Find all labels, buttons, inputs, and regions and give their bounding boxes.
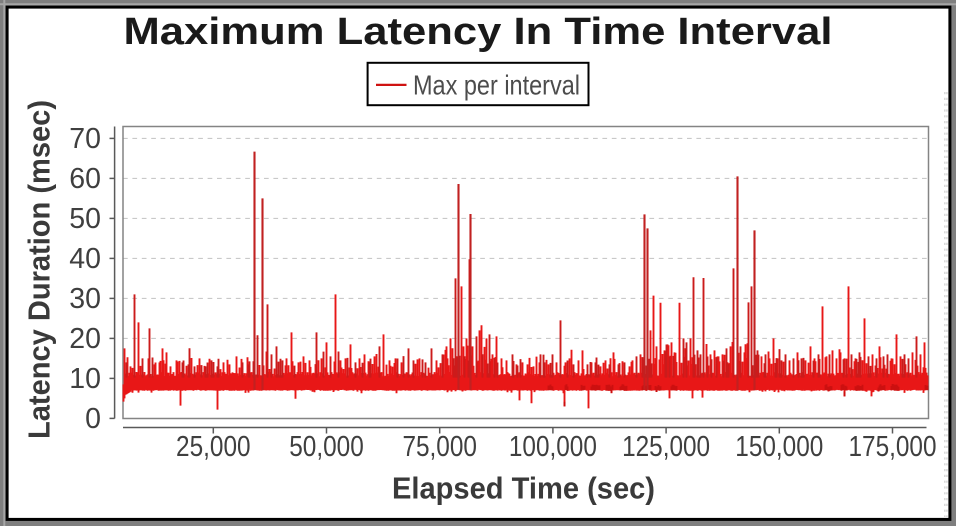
svg-text:20: 20 bbox=[69, 323, 101, 355]
svg-text:60: 60 bbox=[69, 163, 101, 195]
svg-text:75,000: 75,000 bbox=[402, 431, 477, 463]
svg-text:100,000: 100,000 bbox=[509, 431, 597, 463]
svg-text:30: 30 bbox=[69, 283, 101, 315]
svg-text:Maximum Latency In Time Interv: Maximum Latency In Time Interval bbox=[124, 11, 833, 53]
svg-text:Elapsed Time (sec): Elapsed Time (sec) bbox=[392, 471, 655, 506]
svg-text:70: 70 bbox=[69, 123, 101, 155]
svg-text:0: 0 bbox=[85, 403, 101, 435]
svg-text:25,000: 25,000 bbox=[176, 431, 251, 463]
svg-text:150,000: 150,000 bbox=[735, 431, 823, 463]
svg-text:50,000: 50,000 bbox=[289, 431, 364, 463]
svg-text:10: 10 bbox=[69, 363, 101, 395]
svg-text:Max per interval: Max per interval bbox=[413, 70, 580, 101]
svg-text:125,000: 125,000 bbox=[622, 431, 710, 463]
svg-text:175,000: 175,000 bbox=[849, 431, 937, 463]
svg-text:40: 40 bbox=[69, 243, 101, 275]
svg-text:50: 50 bbox=[69, 203, 101, 235]
svg-text:Latency Duration (msec): Latency Duration (msec) bbox=[22, 100, 57, 439]
